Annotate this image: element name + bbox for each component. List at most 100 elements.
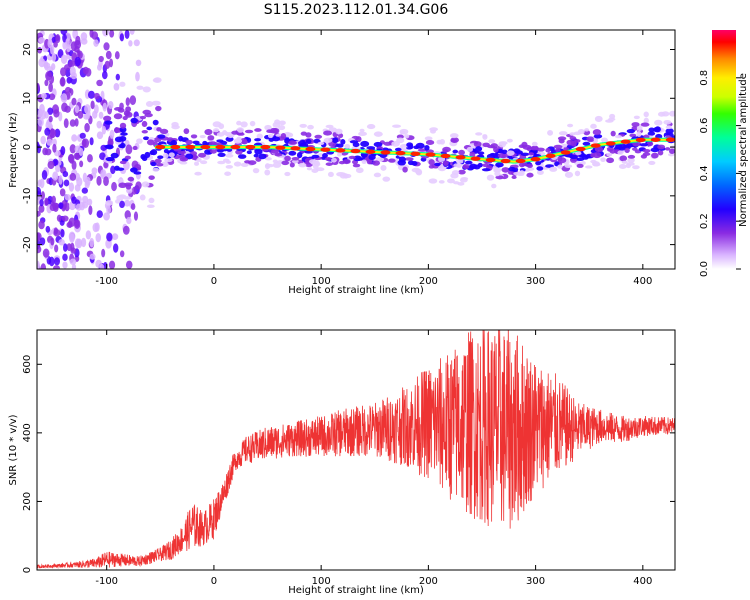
ridge-blob <box>442 146 451 153</box>
noise-blob <box>64 194 71 201</box>
ridge-blob <box>545 148 551 153</box>
ridge-blob <box>256 133 263 139</box>
ridge-blob <box>642 148 651 153</box>
x-tick-label: 100 <box>312 576 331 587</box>
ridge-blob <box>408 144 414 150</box>
ridge-blob <box>125 106 132 113</box>
ridge-blob <box>146 126 153 131</box>
ridge-blob <box>626 129 636 134</box>
ridge-blob <box>626 162 635 166</box>
x-tick-label: 300 <box>526 576 545 587</box>
colorbar-tick-label: 0.2 <box>699 213 710 229</box>
ridge-peak <box>380 150 391 155</box>
ridge-blob <box>456 160 464 164</box>
ridge-blob <box>331 157 337 163</box>
ridge-peak <box>665 137 675 142</box>
noise-blob <box>63 118 69 129</box>
ridge-peak <box>410 151 421 156</box>
ridge-blob <box>154 158 162 164</box>
noise-blob <box>105 50 112 60</box>
ridge-blob <box>249 120 256 127</box>
ridge-blob <box>428 178 438 184</box>
noise-blob <box>59 188 66 197</box>
ridge-blob <box>424 144 430 151</box>
noise-blob <box>51 195 56 205</box>
ridge-blob <box>547 129 554 136</box>
ridge-peak <box>425 152 436 157</box>
ridge-blob <box>459 177 468 183</box>
noise-blob <box>96 175 102 186</box>
noise-blob <box>119 200 125 209</box>
noise-blob <box>62 171 69 178</box>
y-tick-label: -10 <box>22 188 33 204</box>
noise-blob <box>47 107 54 115</box>
noise-blob <box>79 160 84 168</box>
ridge-blob <box>314 162 321 167</box>
noise-blob <box>113 82 120 91</box>
ridge-blob <box>531 141 538 147</box>
noise-blob <box>56 214 62 222</box>
noise-blob <box>38 36 45 44</box>
noise-blob <box>80 32 88 41</box>
noise-blob <box>124 30 130 39</box>
ridge-blob <box>266 129 274 133</box>
ridge-blob <box>368 154 376 161</box>
ridge-blob <box>651 152 659 159</box>
ridge-blob <box>501 167 510 173</box>
ridge-blob <box>200 160 208 165</box>
noise-blob <box>93 39 99 47</box>
x-tick-label: -100 <box>95 276 118 287</box>
noise-blob <box>38 204 45 213</box>
ridge-blob <box>113 113 123 120</box>
noise-blob <box>109 129 115 139</box>
noise-blob <box>37 82 40 92</box>
ridge-blob <box>196 157 202 162</box>
colorbar-label: Normalized spectral amplitude <box>738 73 749 227</box>
ridge-blob <box>272 127 280 134</box>
ridge-blob <box>452 149 459 154</box>
ridge-blob <box>577 128 585 135</box>
ridge-blob <box>125 111 133 118</box>
ridge-blob <box>152 167 160 172</box>
ridge-blob <box>585 165 593 169</box>
noise-blob <box>69 144 76 154</box>
ridge-blob <box>288 140 297 145</box>
ridge-blob <box>648 160 656 166</box>
noise-blob <box>101 248 106 258</box>
ridge-blob <box>305 139 312 144</box>
noise-blob <box>99 263 105 269</box>
noise-blob <box>37 47 43 54</box>
ridge-blob <box>629 133 637 138</box>
ridge-peak <box>500 158 511 164</box>
ridge-blob <box>171 124 180 130</box>
ridge-blob <box>119 81 126 87</box>
noise-blob <box>87 154 93 163</box>
ridge-blob <box>145 101 154 107</box>
ridge-blob <box>557 156 563 162</box>
snr-y-axis-label: SNR (10 * v/v) <box>8 414 19 485</box>
noise-blob <box>111 233 119 241</box>
ridge-blob <box>447 178 455 184</box>
noise-blob <box>53 265 60 269</box>
noise-blob <box>40 263 47 269</box>
ridge-blob <box>136 85 144 90</box>
ridge-blob <box>157 155 164 159</box>
ridge-blob <box>306 167 313 171</box>
noise-blob <box>60 228 65 238</box>
ridge-blob <box>592 161 600 167</box>
ridge-peak <box>155 144 166 150</box>
noise-blob <box>115 73 120 81</box>
ridge-blob <box>475 132 483 136</box>
ridge-blob <box>535 161 542 166</box>
noise-blob <box>129 95 137 106</box>
noise-blob <box>93 104 99 114</box>
ridge-blob <box>643 111 649 118</box>
ridge-blob <box>130 167 138 173</box>
y-tick-label: 20 <box>22 43 33 56</box>
ridge-blob <box>152 119 159 126</box>
ridge-blob <box>654 119 663 126</box>
ridge-blob <box>668 148 675 154</box>
noise-blob <box>85 67 92 77</box>
noise-blob <box>103 176 109 187</box>
